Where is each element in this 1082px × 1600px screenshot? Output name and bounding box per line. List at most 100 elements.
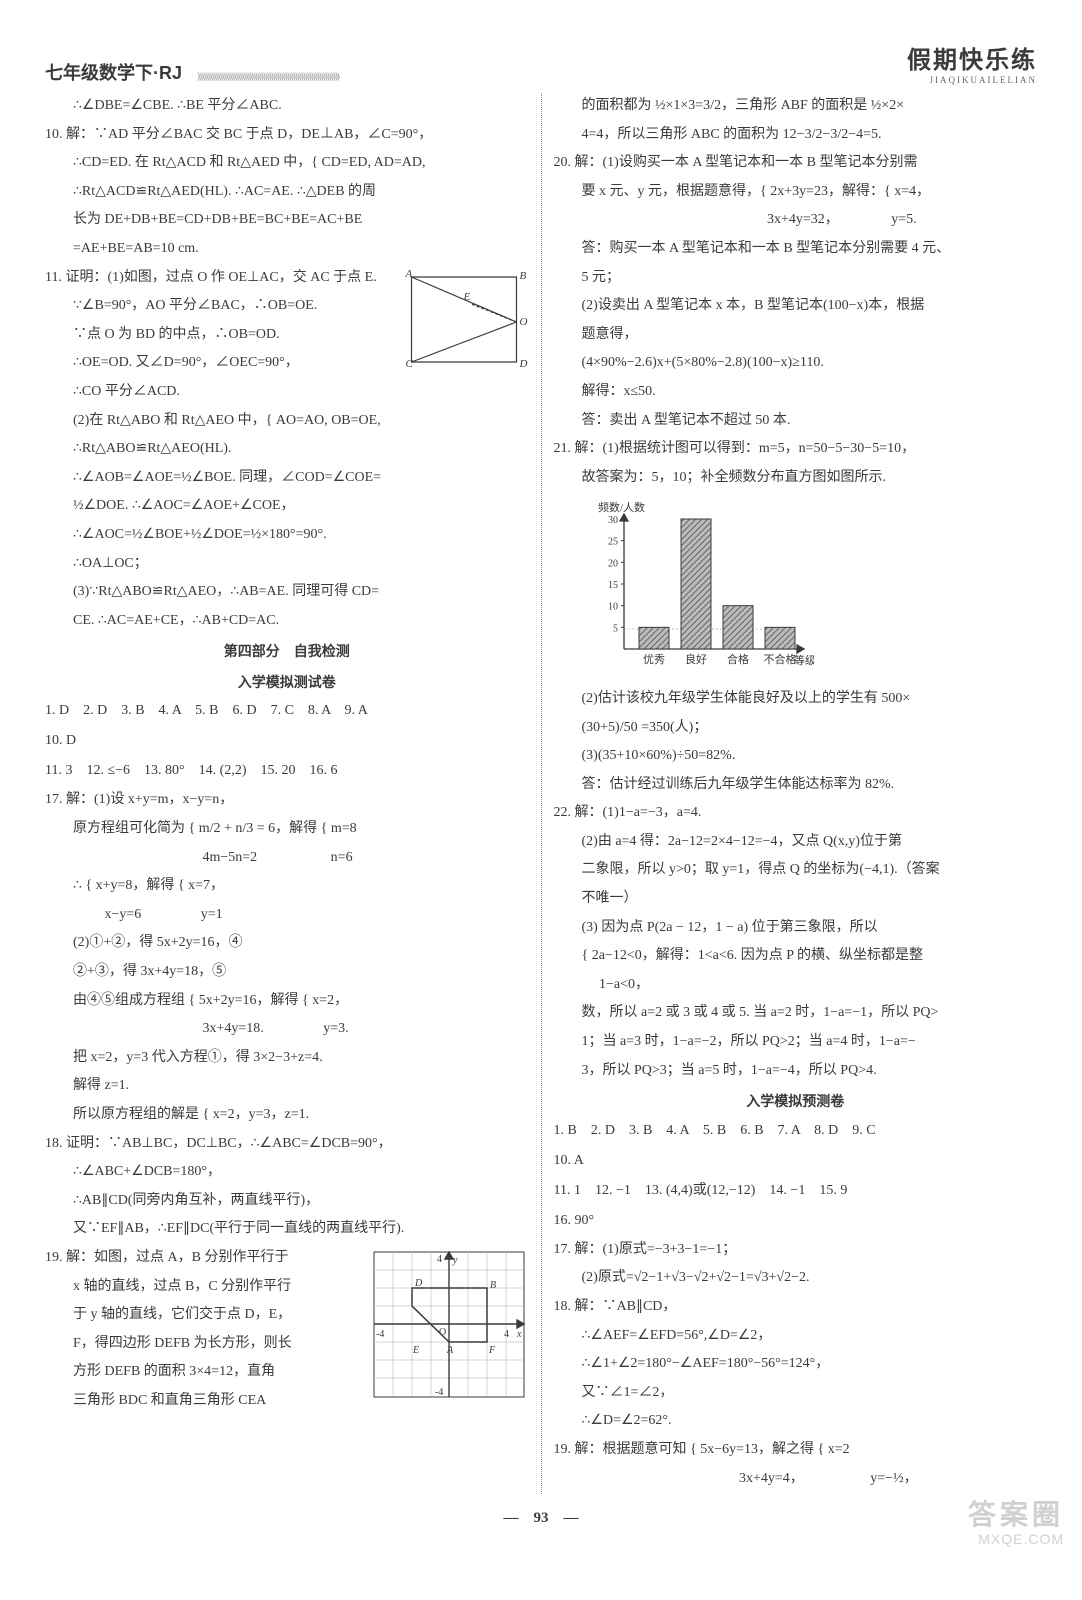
text-line: ∴AB∥CD(同旁内角互补，两直线平行)， xyxy=(45,1188,529,1215)
text-line: 答：估计经过训练后九年级学生体能达标率为 82%. xyxy=(554,772,1038,799)
text-line: (2)估计该校九年级学生体能良好及以上的学生有 500× xyxy=(554,686,1038,713)
text-line: ∴∠ABC+∠DCB=180°， xyxy=(45,1159,529,1186)
left-column: ∴∠DBE=∠CBE. ∴BE 平分∠ABC. 10. 解：∵AD 平分∠BAC… xyxy=(45,93,529,1494)
text-line: ∴∠1+∠2=180°−∠AEF=180°−56°=124°， xyxy=(554,1351,1038,1378)
svg-text:优秀: 优秀 xyxy=(643,653,665,666)
answer-line: 11. 3 12. ≤−6 13. 80° 14. (2,2) 15. 20 1… xyxy=(45,757,529,785)
svg-text:4: 4 xyxy=(437,1254,442,1265)
text-line: ∴CO 平分∠ACD. xyxy=(45,379,529,406)
columns-wrapper: ∴∠DBE=∠CBE. ∴BE 平分∠ABC. 10. 解：∵AD 平分∠BAC… xyxy=(45,93,1037,1494)
section-title: 入学模拟测试卷 xyxy=(45,669,529,696)
svg-text:B: B xyxy=(519,270,526,282)
brand-sub: JIAQIKUAILELIAN xyxy=(907,75,1037,85)
svg-text:C: C xyxy=(405,358,413,370)
svg-text:良好: 良好 xyxy=(685,652,707,666)
svg-text:O: O xyxy=(519,316,527,328)
svg-text:D: D xyxy=(414,1278,423,1289)
page-number-value: 93 xyxy=(534,1510,549,1526)
svg-text:4: 4 xyxy=(504,1329,509,1340)
text-line: CE. ∴AC=AE+CE，∴AB+CD=AC. xyxy=(45,608,529,635)
text-line: 22. 解：(1)1−a=−3，a=4. xyxy=(554,800,1038,827)
text-line: 把 x=2，y=3 代入方程①，得 3×2−3+z=4. xyxy=(45,1045,529,1072)
text-line: (2)由 a=4 得：2a−12=2×4−12=−4，又点 Q(x,y)位于第 xyxy=(554,829,1038,856)
svg-text:25: 25 xyxy=(608,537,618,548)
text-line: 3x+4y=4， y=−½， xyxy=(554,1466,1038,1493)
text-line: ∴∠AOC=½∠BOE+½∠DOE=½×180°=90°. xyxy=(45,522,529,549)
svg-text:O: O xyxy=(439,1327,446,1338)
text-line: 17. 解：(1)原式=−3+3−1=−1； xyxy=(554,1237,1038,1264)
svg-text:15: 15 xyxy=(608,580,618,591)
text-line: x−y=6 y=1 xyxy=(45,902,529,929)
page-number: — 93 — xyxy=(45,1506,1037,1527)
svg-text:20: 20 xyxy=(608,559,618,570)
header-dots: ))))))))))))))))))))))))))))))))))))))))… xyxy=(197,71,892,85)
text-line: 由④⑤组成方程组 { 5x+2y=16，解得 { x=2， xyxy=(45,988,529,1015)
text-line: 又∵EF∥AB，∴EF∥DC(平行于同一直线的两直线平行). xyxy=(45,1216,529,1243)
svg-text:-4: -4 xyxy=(376,1329,384,1340)
svg-text:B: B xyxy=(490,1280,496,1291)
text-line: 5 元； xyxy=(554,265,1038,292)
text-line: ∴ { x+y=8，解得 { x=7， xyxy=(45,873,529,900)
text-line: (2)原式=√2−1+√3−√2+√2−1=√3+√2−2. xyxy=(554,1265,1038,1292)
svg-text:A: A xyxy=(446,1345,454,1356)
watermark-line1: 答案圈 xyxy=(968,1493,1064,1533)
section-title: 第四部分 自我检测 xyxy=(45,638,529,665)
answer-line: 1. B 2. D 3. B 4. A 5. B 6. B 7. A 8. D … xyxy=(554,1117,1038,1145)
text-line: ②+③，得 3x+4y=18，⑤ xyxy=(45,959,529,986)
text-line: 10. 解：∵AD 平分∠BAC 交 BC 于点 D，DE⊥AB，∠C=90°， xyxy=(45,122,529,149)
text-line: 解得 z=1. xyxy=(45,1073,529,1100)
text-line: 长为 DE+DB+BE=CD+DB+BE=BC+BE=AC+BE xyxy=(45,207,529,234)
frequency-bar-chart: 频数/人数 51015202530 xyxy=(584,499,814,669)
text-line: 又∵∠1=∠2， xyxy=(554,1380,1038,1407)
text-line: 故答案为：5，10；补全频数分布直方图如图所示. xyxy=(554,465,1038,492)
text-line: 1；当 a=3 时，1−a=−2，所以 PQ>2；当 a=4 时，1−a=− xyxy=(554,1029,1038,1056)
text-line: 的面积都为 ½×1×3=3/2，三角形 ABF 的面积是 ½×2× xyxy=(554,93,1038,120)
page-root: 七年级数学下·RJ ))))))))))))))))))))))))))))))… xyxy=(0,0,1082,1557)
svg-text:5: 5 xyxy=(613,624,618,635)
watermark-line2: MXQE.COM xyxy=(968,1531,1064,1547)
svg-text:30: 30 xyxy=(608,515,618,526)
header-brand: 假期快乐练 JIAQIKUAILELIAN xyxy=(907,40,1037,85)
text-line: ∴∠AEF=∠EFD=56°,∠D=∠2， xyxy=(554,1323,1038,1350)
text-line: (2)在 Rt△ABO 和 Rt△AEO 中，{ AO=AO, OB=OE, xyxy=(45,408,529,435)
right-column: 的面积都为 ½×1×3=3/2，三角形 ABF 的面积是 ½×2× 4=4，所以… xyxy=(554,93,1038,1494)
text-line: 答：购买一本 A 型笔记本和一本 B 型笔记本分别需要 4 元、 xyxy=(554,236,1038,263)
answer-line: 11. 1 12. −1 13. (4,4)或(12,−12) 14. −1 1… xyxy=(554,1177,1038,1205)
svg-text:x: x xyxy=(516,1329,522,1340)
text-line: 21. 解：(1)根据统计图可以得到：m=5，n=50−5−30−5=10， xyxy=(554,436,1038,463)
text-line: (2)设卖出 A 型笔记本 x 本，B 型笔记本(100−x)本，根据 xyxy=(554,293,1038,320)
answer-line: 10. D xyxy=(45,727,529,755)
text-line: 数，所以 a=2 或 3 或 4 或 5. 当 a=2 时，1−a=−1，所以 … xyxy=(554,1000,1038,1027)
text-line: (2)①+②，得 5x+2y=16，④ xyxy=(45,930,529,957)
text-line: (3) 因为点 P(2a − 12，1 − a) 位于第三象限，所以 xyxy=(554,915,1038,942)
text-line: ∴CD=ED. 在 Rt△ACD 和 Rt△AED 中，{ CD=ED, AD=… xyxy=(45,150,529,177)
svg-text:A: A xyxy=(404,268,412,280)
svg-text:合格: 合格 xyxy=(727,652,749,666)
text-line: 3，所以 PQ>3；当 a=5 时，1−a=−4，所以 PQ>4. xyxy=(554,1058,1038,1085)
header-left-title: 七年级数学下·RJ xyxy=(45,59,182,85)
text-line: 17. 解：(1)设 x+y=m，x−y=n， xyxy=(45,787,529,814)
text-line: ∴∠AOB=∠AOE=½∠BOE. 同理，∠COD=∠COE= xyxy=(45,465,529,492)
chart-xlabel: 等级 xyxy=(794,653,814,667)
svg-text:-4: -4 xyxy=(435,1387,443,1398)
watermark: 答案圈 MXQE.COM xyxy=(968,1493,1064,1547)
text-line: 3x+4y=18. y=3. xyxy=(45,1016,529,1043)
svg-text:F: F xyxy=(488,1345,496,1356)
geometry-diagram: AB OE CD xyxy=(399,267,529,372)
svg-text:不合格: 不合格 xyxy=(763,652,796,666)
text-line: ∴∠DBE=∠CBE. ∴BE 平分∠ABC. xyxy=(45,93,529,120)
svg-text:y: y xyxy=(452,1255,458,1266)
text-line: 4m−5n=2 n=6 xyxy=(45,845,529,872)
text-line: 二象限，所以 y>0；取 y=1，得点 Q 的坐标为(−4,1).（答案 xyxy=(554,857,1038,884)
text-line: 18. 证明：∵AB⊥BC，DC⊥BC，∴∠ABC=∠DCB=90°， xyxy=(45,1131,529,1158)
text-line: 答：卖出 A 型笔记本不超过 50 本. xyxy=(554,408,1038,435)
text-line: ∴Rt△ACD≌Rt△AED(HL). ∴AC=AE. ∴△DEB 的周 xyxy=(45,179,529,206)
text-line: 所以原方程组的解是 { x=2，y=3，z=1. xyxy=(45,1102,529,1129)
text-line: 要 x 元、y 元，根据题意得，{ 2x+3y=23，解得：{ x=4， xyxy=(554,179,1038,206)
text-line: 20. 解：(1)设购买一本 A 型笔记本和一本 B 型笔记本分别需 xyxy=(554,150,1038,177)
text-line: ∴Rt△ABO≌Rt△AEO(HL). xyxy=(45,436,529,463)
text-line: (4×90%−2.6)x+(5×80%−2.8)(100−x)≥110. xyxy=(554,350,1038,377)
coordinate-grid-diagram: y x D B E A F -44 4-4 O xyxy=(369,1247,529,1402)
answer-line: 10. A xyxy=(554,1147,1038,1175)
text-line: ½∠DOE. ∴∠AOC=∠AOE+∠COE， xyxy=(45,493,529,520)
